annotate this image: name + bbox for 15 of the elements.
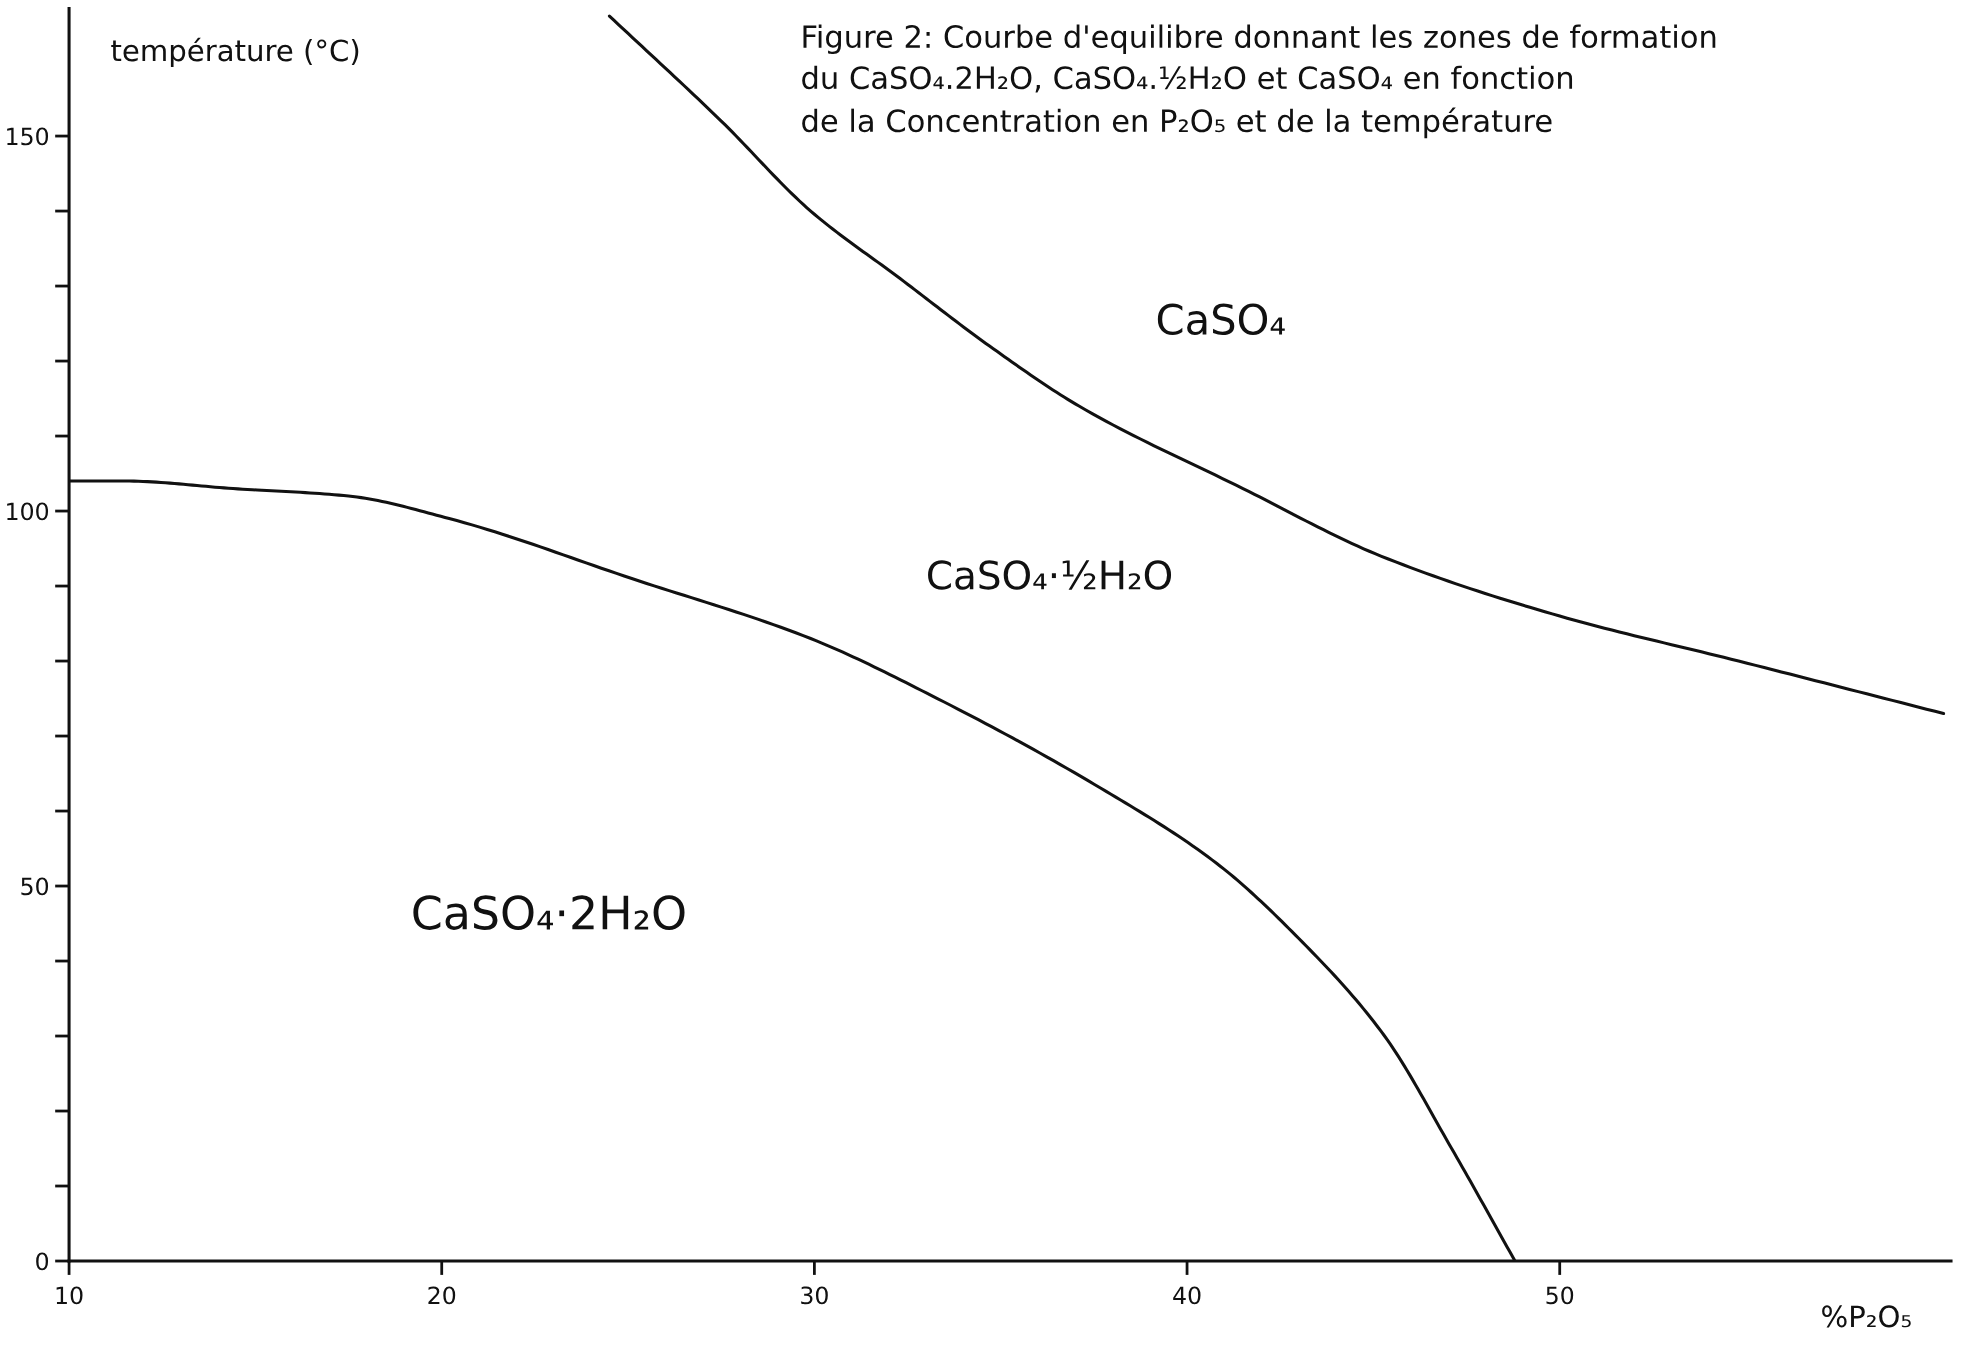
y-tick-label: 50 [21,877,49,896]
x-tick-label: 20 [428,1286,456,1305]
annotation: CaSO₄ [1157,303,1285,336]
text: Figure 2: Courbe d'equilibre donnant les zones de formation du CaSO₄.2H₂O, CaSO₄.½H₂O et CaSO₄ en fonction de la Concentration en P₂O₅ et de la température [802,24,1716,139]
x-tick-label: 10 [56,1286,83,1305]
y-tick-label: 100 [7,502,49,521]
x-axis-title: %P₂O₅ [1822,1305,1911,1328]
x-tick-label: 30 [801,1286,828,1305]
y-tick-label: 0 [36,1252,49,1271]
y-tick-label: 150 [7,127,49,146]
annotation: CaSO₄·½H₂O [928,560,1172,590]
y-axis-title: température (°C) [111,37,359,68]
x-tick-label: 40 [1173,1286,1201,1305]
annotation: CaSO₄·2H₂O [413,895,685,930]
x-tick-label: 50 [1546,1286,1574,1305]
